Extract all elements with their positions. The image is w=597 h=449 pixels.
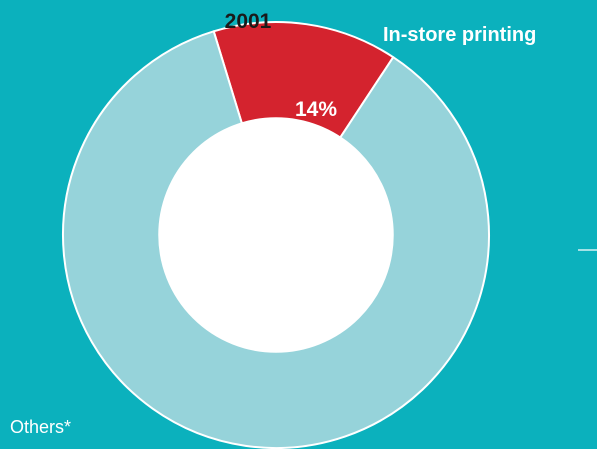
legend-label-others: Others* (10, 417, 72, 437)
legend-label-in-store-printing: In-store printing (383, 24, 537, 46)
chart-title: 2001 (224, 10, 272, 33)
slice-value-label-in-store: 14% (295, 98, 337, 121)
donut-hole (158, 117, 394, 353)
